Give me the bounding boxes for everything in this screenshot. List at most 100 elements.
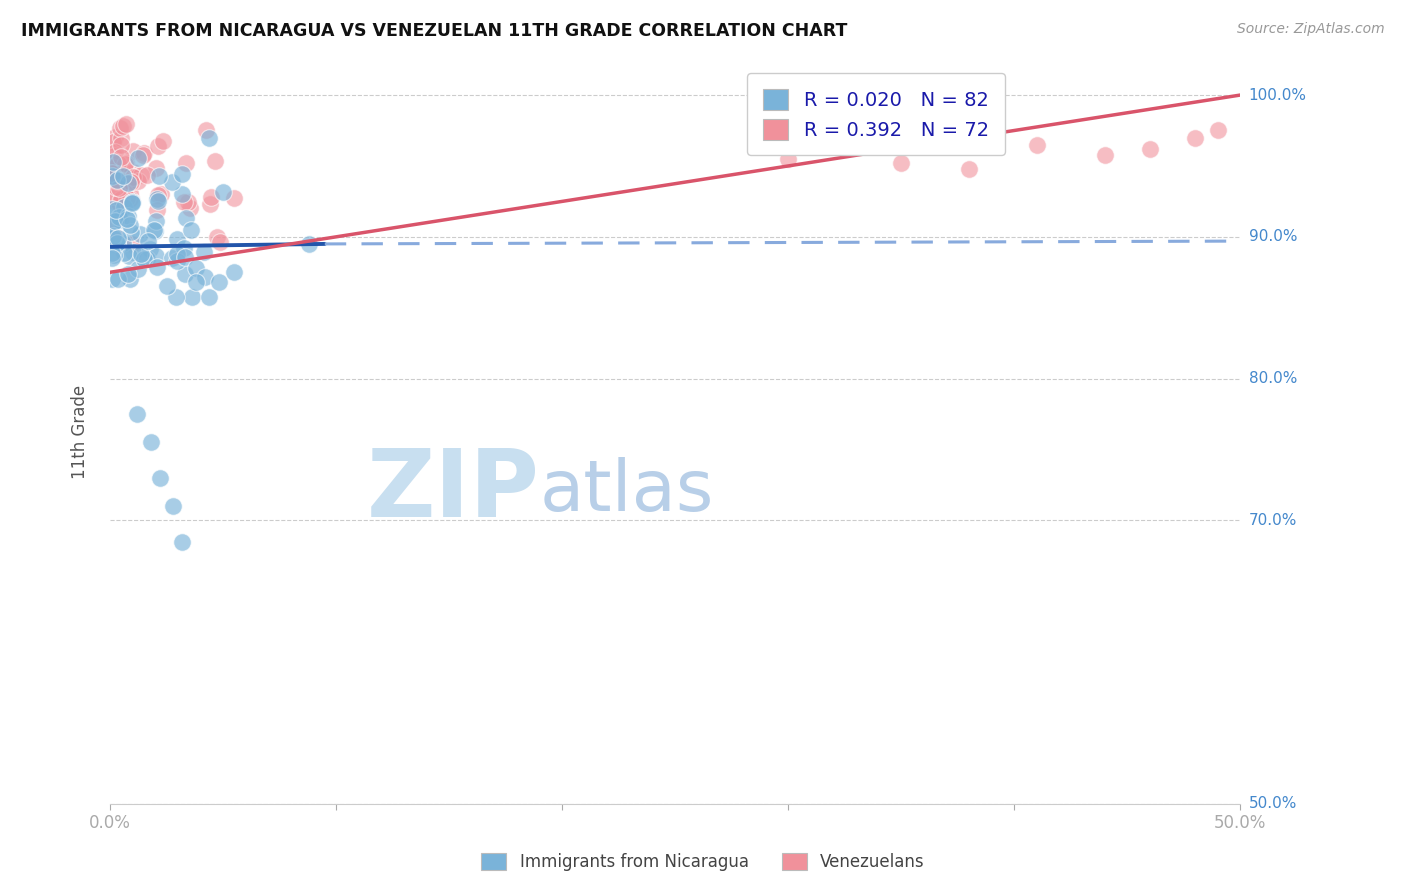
Point <box>111 235 134 250</box>
Point <box>103 169 125 184</box>
Point <box>146 192 169 206</box>
Text: 80.0%: 80.0% <box>1249 371 1296 386</box>
Point <box>101 217 124 231</box>
Point <box>146 194 169 209</box>
Point <box>110 138 132 153</box>
Point <box>121 245 143 260</box>
Point <box>1094 147 1116 161</box>
Point <box>200 190 222 204</box>
Point <box>105 237 128 252</box>
Point <box>1139 142 1161 156</box>
Point <box>166 246 188 260</box>
Point <box>298 236 321 251</box>
Point <box>120 191 142 205</box>
Point <box>139 435 162 450</box>
Point <box>104 229 127 244</box>
Point <box>120 218 142 232</box>
Point <box>129 169 152 183</box>
Point <box>101 202 124 217</box>
Point <box>146 138 169 153</box>
Point <box>105 172 128 186</box>
Point <box>146 260 169 274</box>
Point <box>103 194 125 208</box>
Text: 50.0%: 50.0% <box>1249 797 1296 812</box>
Point <box>101 169 124 183</box>
Point <box>155 279 177 293</box>
Point <box>110 151 132 165</box>
Legend: R = 0.020   N = 82, R = 0.392   N = 72: R = 0.020 N = 82, R = 0.392 N = 72 <box>748 73 1004 155</box>
Point <box>165 290 187 304</box>
Point <box>108 196 131 211</box>
Point <box>108 181 131 195</box>
Point <box>101 154 124 169</box>
Point <box>193 244 215 259</box>
Point <box>138 234 160 248</box>
Point <box>115 156 138 170</box>
Point <box>172 534 194 549</box>
Point <box>117 176 139 190</box>
Point <box>174 250 197 264</box>
Point <box>110 193 132 207</box>
Point <box>132 148 155 162</box>
Text: ZIP: ZIP <box>367 445 540 537</box>
Point <box>107 272 129 286</box>
Point <box>108 213 131 227</box>
Point <box>104 213 127 227</box>
Point <box>129 227 152 241</box>
Point <box>170 186 193 201</box>
Point <box>101 188 124 202</box>
Point <box>1025 137 1047 152</box>
Point <box>166 254 188 268</box>
Point <box>132 145 155 160</box>
Point <box>1184 130 1206 145</box>
Point <box>136 252 159 266</box>
Point <box>194 269 217 284</box>
Point <box>111 169 134 183</box>
Point <box>107 156 129 170</box>
Point <box>145 249 167 263</box>
Point <box>173 195 195 210</box>
Point <box>198 130 221 145</box>
Point <box>120 186 142 201</box>
Point <box>224 265 246 279</box>
Point <box>101 245 124 260</box>
Point <box>890 156 912 170</box>
Point <box>114 157 136 171</box>
Point <box>224 191 246 205</box>
Text: Source: ZipAtlas.com: Source: ZipAtlas.com <box>1237 22 1385 37</box>
Point <box>103 248 125 262</box>
Point <box>120 175 142 189</box>
Point <box>149 471 172 485</box>
Point <box>145 214 167 228</box>
Point <box>115 117 138 131</box>
Point <box>135 168 157 182</box>
Point <box>146 188 169 202</box>
Point <box>184 275 207 289</box>
Point <box>170 167 193 181</box>
Point <box>101 272 124 286</box>
Point <box>197 290 219 304</box>
Point <box>142 222 165 236</box>
Point <box>179 202 201 216</box>
Point <box>957 161 980 176</box>
Point <box>146 202 169 217</box>
Point <box>105 174 128 188</box>
Point <box>105 202 128 217</box>
Point <box>160 252 183 266</box>
Point <box>105 237 128 252</box>
Point <box>160 175 183 189</box>
Point <box>101 165 124 179</box>
Point <box>122 169 145 184</box>
Point <box>152 134 174 148</box>
Point <box>101 163 124 178</box>
Point <box>204 153 226 168</box>
Point <box>101 161 124 175</box>
Point <box>127 407 149 421</box>
Point <box>148 169 170 184</box>
Point <box>115 173 138 187</box>
Point <box>200 197 222 211</box>
Point <box>115 211 138 226</box>
Point <box>101 228 124 243</box>
Point <box>117 267 139 281</box>
Point <box>208 235 231 249</box>
